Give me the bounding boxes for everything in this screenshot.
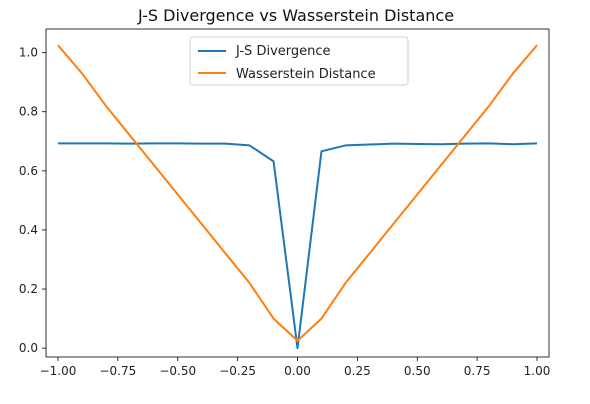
x-tick-label: 0.25 [344,364,371,378]
legend-box [189,36,409,86]
plot-area [57,44,538,350]
x-tick-label: −1.00 [40,364,77,378]
chart-title: J-S Divergence vs Wasserstein Distance [137,6,454,25]
series-line-j-s-divergence [57,142,538,350]
y-tick-label: 0.4 [19,223,38,237]
x-tick-label: 0.75 [464,364,491,378]
y-tick-label: 0.0 [19,341,38,355]
y-tick-label: 0.2 [19,282,38,296]
y-tick-label: 0.6 [19,164,38,178]
y-tick-label: 1.0 [19,46,38,60]
x-tick-label: 1.00 [524,364,551,378]
legend: J-S Divergence Wasserstein Distance [189,36,409,86]
axes: −1.00 −0.75 −0.50 −0.25 0.00 0.25 0.50 0.75 1.00… [19,28,551,378]
y-tick-label: 0.8 [19,105,38,119]
legend-label-js-divergence: J-S Divergence [235,44,331,59]
x-tick-label: 0.50 [404,364,431,378]
series-line-wasserstein-distance [57,44,538,342]
x-tick-label: 0.00 [284,364,311,378]
x-tick-label: −0.25 [219,364,256,378]
x-tick-label: −0.50 [159,364,196,378]
legend-label-wasserstein-distance: Wasserstein Distance [236,67,376,82]
x-tick-label: −0.75 [99,364,136,378]
